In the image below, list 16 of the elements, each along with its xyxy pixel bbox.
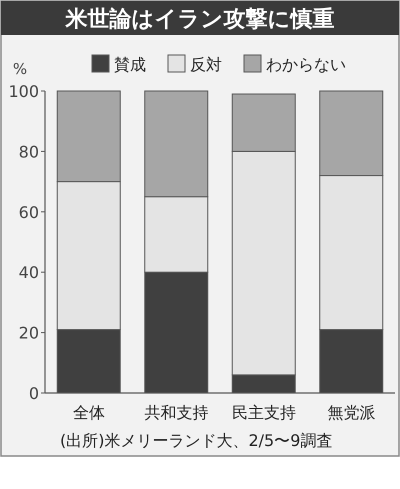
y-tick-label: 60 — [18, 202, 39, 222]
text: (出所)米メリーランド大、2/5〜9調査 — [60, 431, 332, 450]
chart-title: 米世論はイラン攻撃に慎重 — [64, 7, 334, 32]
y-tick-label: 80 — [18, 142, 39, 162]
legend-label: 賛成 — [114, 55, 146, 74]
y-tick-label: 40 — [18, 263, 39, 282]
legend-label: わからない — [266, 55, 346, 74]
x-tick-label: 無党派 — [327, 403, 376, 422]
y-tick-label: 100 — [8, 82, 39, 101]
legend-label: 反対 — [190, 55, 222, 74]
x-tick-label: 全体 — [72, 403, 105, 422]
y-axis-title: % — [12, 60, 28, 78]
y-tick-label: 20 — [18, 324, 39, 343]
x-tick-label: 共和支持 — [144, 403, 208, 422]
x-tick-label: 民主支持 — [232, 403, 296, 422]
y-tick-label: 0 — [28, 384, 39, 403]
